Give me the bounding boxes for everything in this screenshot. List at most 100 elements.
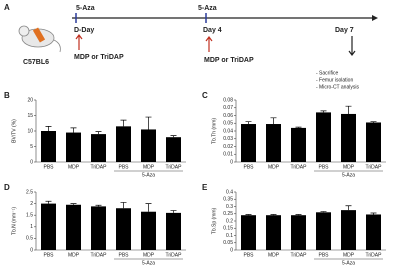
error-bar [45, 200, 52, 204]
y-tick-label: 0.06 [223, 113, 233, 119]
x-tick-label: TriDAP [366, 164, 383, 170]
error-bar [320, 211, 327, 213]
injection-label: MDP or TriDAP [74, 54, 124, 61]
bar [316, 112, 331, 162]
y-tick-label: 5 [30, 144, 33, 150]
analysis-step: - Femur isolation [316, 77, 353, 83]
y-tick-label: 0.01 [223, 152, 233, 158]
y-tick-label: 0.07 [223, 105, 233, 111]
x-tick-label: TriDAP [366, 252, 383, 258]
error-bar [345, 105, 352, 114]
bar [116, 126, 131, 162]
strain-label: C57BL6 [23, 59, 49, 66]
y-tick-label: 0.05 [223, 121, 233, 127]
error-bar [295, 126, 302, 128]
x-tick-label: TriDAP [166, 252, 183, 258]
x-tick-label: TriDAP [91, 164, 108, 170]
x-tick-label: TriDAP [291, 164, 308, 170]
x-tick-label: PBS [118, 164, 129, 170]
x-tick-label: PBS [118, 252, 129, 258]
y-tick-label: 0.5 [26, 236, 33, 242]
day-label: Day 4 [203, 27, 222, 34]
x-tick-label: PBS [318, 252, 329, 258]
timeline-arrowhead [372, 15, 378, 21]
y-tick-label: 2.5 [26, 189, 33, 195]
error-bar [120, 119, 127, 127]
bar [141, 211, 156, 250]
group-label: 5-Aza [142, 172, 155, 178]
y-tick-label: 10 [27, 128, 33, 134]
bar [291, 127, 306, 162]
x-tick-label: MDP [268, 164, 280, 170]
bar [266, 124, 281, 162]
injection-arrow [75, 34, 83, 50]
error-bar [370, 121, 377, 123]
y-axis-label: Tb.N (mm⁻¹) [11, 207, 17, 236]
error-bar [95, 204, 102, 207]
error-bar [270, 117, 277, 125]
x-tick-label: TriDAP [91, 252, 108, 258]
x-tick-label: MDP [68, 252, 80, 258]
error-bar [70, 127, 77, 133]
error-bar [170, 210, 177, 213]
y-tick-label: 0.1 [226, 233, 233, 239]
mouse-icon [18, 25, 61, 53]
bar [316, 212, 331, 250]
y-tick-label: 0 [30, 247, 33, 253]
y-tick-label: 1 [30, 224, 33, 230]
error-bar [245, 214, 252, 216]
bar [241, 215, 256, 250]
bar [66, 132, 81, 162]
bar [141, 129, 156, 162]
y-tick-label: 0.08 [223, 97, 233, 103]
y-tick-label: 2 [30, 201, 33, 207]
error-bar [295, 214, 302, 216]
treatment-label: 5-Aza [198, 5, 217, 12]
bar [266, 215, 281, 250]
x-tick-label: TriDAP [291, 252, 308, 258]
y-axis-label: BV/TV (%) [11, 119, 17, 143]
group-label: 5-Aza [342, 260, 355, 266]
y-tick-label: 0.15 [223, 226, 233, 232]
bar [41, 131, 56, 162]
error-bar [320, 110, 327, 113]
analysis-step: - Sacrifice [316, 70, 338, 76]
y-tick-label: 0.03 [223, 136, 233, 142]
y-tick-label: 0.02 [223, 144, 233, 150]
y-axis-label: Tb.Th (mm) [211, 118, 217, 144]
bar [366, 214, 381, 250]
error-bar [120, 202, 127, 209]
panel-label: E [202, 183, 208, 192]
y-tick-label: 0.25 [223, 211, 233, 217]
y-tick-label: 0.3 [226, 204, 233, 210]
x-tick-label: PBS [243, 252, 254, 258]
bar [91, 134, 106, 162]
x-tick-label: MDP [268, 252, 280, 258]
y-tick-label: 0 [230, 247, 233, 253]
bar [291, 215, 306, 250]
y-tick-label: 0.4 [226, 189, 233, 195]
bar [166, 212, 181, 250]
bar [91, 206, 106, 250]
error-bar [270, 214, 277, 216]
error-bar [145, 203, 152, 212]
treatment-label: 5-Aza [76, 5, 95, 12]
x-tick-label: PBS [43, 252, 54, 258]
y-tick-label: 0 [30, 159, 33, 165]
bar [41, 203, 56, 250]
y-tick-label: 1.5 [26, 213, 33, 219]
x-tick-label: MDP [343, 252, 355, 258]
y-axis-label: Tb.Sp (mm) [211, 207, 217, 234]
bar [241, 124, 256, 162]
x-tick-label: PBS [318, 164, 329, 170]
error-bar [145, 116, 152, 130]
injection-label: MDP or TriDAP [204, 57, 254, 64]
x-tick-label: TriDAP [166, 164, 183, 170]
bar [116, 208, 131, 250]
error-bar [170, 135, 177, 138]
bar [366, 122, 381, 162]
bar [341, 113, 356, 162]
analysis-step: - Micro-CT analysis [316, 84, 359, 90]
y-tick-label: 0 [230, 159, 233, 165]
